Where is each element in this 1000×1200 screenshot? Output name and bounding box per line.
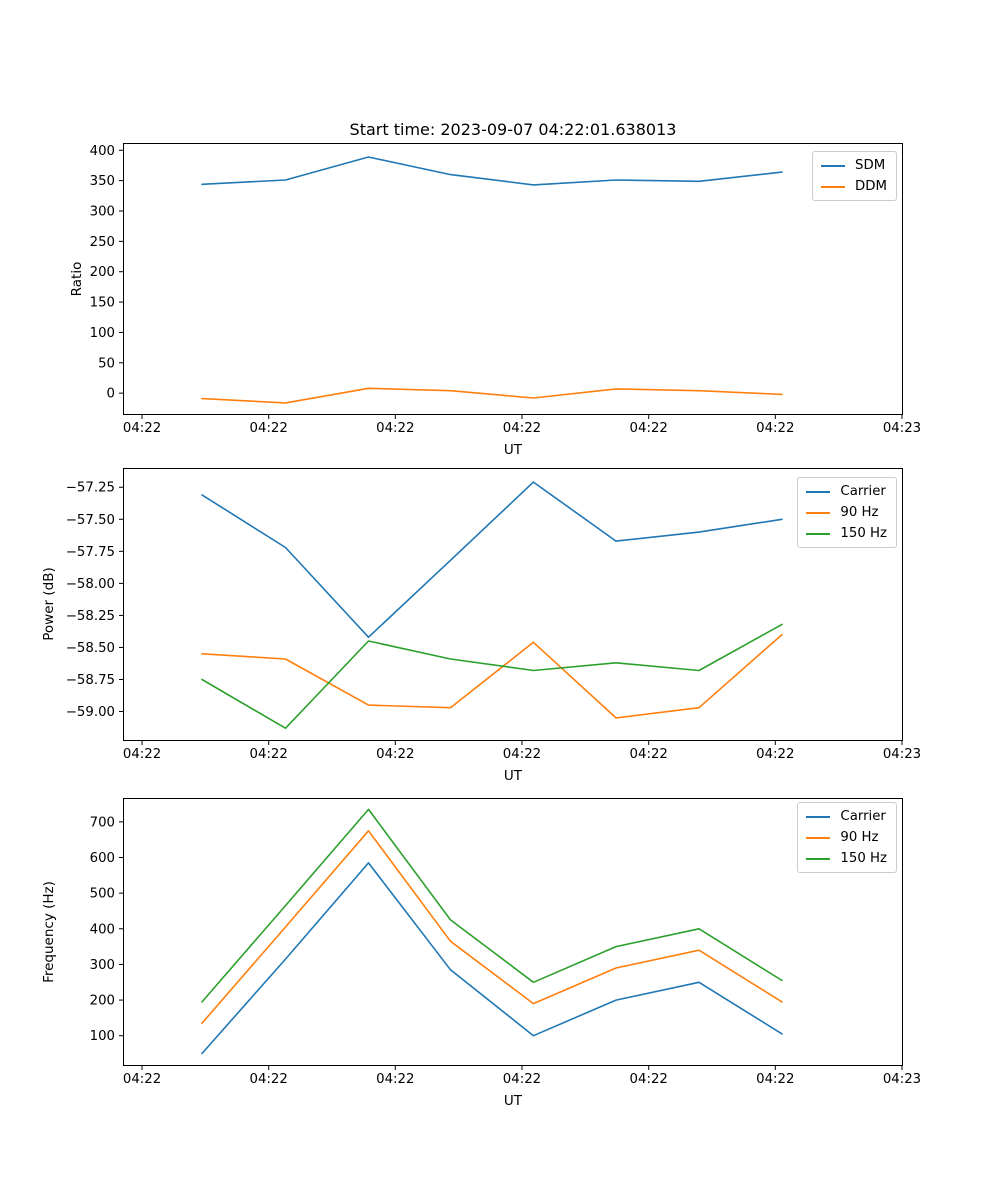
- x-tick-label: 04:22: [123, 747, 161, 762]
- y-tick-label: −58.50: [66, 641, 115, 656]
- power-x-axis-label: UT: [503, 768, 523, 784]
- ddm-legend-line: [821, 185, 846, 188]
- x-tick-label: 04:22: [630, 747, 668, 762]
- x-tick-label: 04:23: [883, 421, 921, 436]
- 90hz-line: [201, 829, 783, 1024]
- ratio-x-axis-label: UT: [503, 442, 523, 458]
- x-tick-label: 04:22: [123, 1072, 161, 1087]
- y-tick-label: −58.25: [66, 609, 115, 624]
- ddm-line: [201, 387, 783, 404]
- legend-item: Carrier: [806, 806, 887, 827]
- x-tick-label: 04:22: [250, 1072, 288, 1087]
- ratio-y-axis-label: Ratio: [69, 261, 85, 297]
- y-tick-label: −58.00: [66, 577, 115, 592]
- legend-item-label: 90 Hz: [840, 505, 879, 520]
- 150hz-legend-line: [806, 857, 831, 860]
- x-tick-label: 04:22: [250, 747, 288, 762]
- x-tick-label: 04:22: [376, 1072, 414, 1087]
- x-tick-label: 04:22: [756, 747, 794, 762]
- x-tick-label: 04:22: [503, 747, 541, 762]
- legend-item-label: DDM: [855, 179, 887, 194]
- legend-item: Carrier: [806, 481, 887, 502]
- frequency-plot-area: 04:22 04:22 04:22 04:22 04:22 04:22 04:23 100 20…: [90, 798, 921, 1087]
- y-tick-label: 300: [90, 205, 115, 220]
- 150hz-line: [201, 808, 783, 1003]
- sdm-line: [201, 156, 783, 186]
- y-tick-label: 200: [90, 994, 115, 1009]
- power-legend: Carrier 90 Hz 150 Hz: [797, 477, 897, 548]
- y-tick-label: 250: [90, 235, 115, 250]
- x-tick-label: 04:22: [376, 421, 414, 436]
- x-tick-label: 04:22: [630, 421, 668, 436]
- y-tick-label: 50: [98, 356, 115, 371]
- y-tick-label: 350: [90, 174, 115, 189]
- x-tick-label: 04:22: [630, 1072, 668, 1087]
- legend-item-label: SDM: [855, 158, 886, 173]
- y-tick-label: −58.75: [66, 673, 115, 688]
- x-tick-label: 04:22: [376, 747, 414, 762]
- y-tick-label: 100: [90, 326, 115, 341]
- frequency-y-axis-label: Frequency (Hz): [41, 881, 57, 983]
- axes-spines: [123, 468, 903, 741]
- power-y-axis-label: Power (dB): [41, 567, 57, 641]
- frequency-legend: Carrier 90 Hz 150 Hz: [797, 802, 897, 873]
- x-tick-label: 04:23: [883, 747, 921, 762]
- legend-item-label: 150 Hz: [840, 526, 887, 541]
- carrier-legend-line: [806, 490, 831, 493]
- 90hz-legend-line: [806, 836, 831, 839]
- legend-item: 90 Hz: [806, 502, 887, 523]
- legend-item: SDM: [821, 155, 887, 176]
- frequency-x-axis-label: UT: [503, 1093, 523, 1109]
- power-plot-area: 04:22 04:22 04:22 04:22 04:22 04:22 04:23 −57.2…: [66, 468, 921, 762]
- carrier-legend-line: [806, 815, 831, 818]
- axes-spines: [123, 143, 903, 415]
- figure-title: Start time: 2023-09-07 04:22:01.638013: [349, 120, 677, 139]
- y-tick-label: 150: [90, 296, 115, 311]
- ratio-plot-area: 04:22 04:22 04:22 04:22 04:22 04:22 04:23 0 50 10…: [90, 143, 921, 436]
- legend-item-label: 150 Hz: [840, 851, 887, 866]
- 90hz-legend-line: [806, 511, 831, 514]
- y-tick-label: 200: [90, 265, 115, 280]
- y-tick-label: 500: [90, 887, 115, 902]
- legend-item-label: Carrier: [840, 484, 886, 499]
- sdm-legend-line: [821, 164, 846, 167]
- y-tick-label: 100: [90, 1029, 115, 1044]
- y-tick-label: 0: [107, 387, 115, 402]
- y-tick-label: −57.50: [66, 513, 115, 528]
- y-tick-label: 300: [90, 958, 115, 973]
- ratio-legend: SDM DDM: [812, 151, 897, 201]
- y-tick-label: 600: [90, 851, 115, 866]
- y-tick-label: −57.75: [66, 545, 115, 560]
- legend-item-label: Carrier: [840, 809, 886, 824]
- x-tick-label: 04:22: [756, 1072, 794, 1087]
- y-tick-label: 400: [90, 922, 115, 937]
- legend-item: 150 Hz: [806, 523, 887, 544]
- legend-item-label: 90 Hz: [840, 830, 879, 845]
- x-tick-label: 04:22: [503, 421, 541, 436]
- y-tick-label: 700: [90, 815, 115, 830]
- legend-item: 90 Hz: [806, 827, 887, 848]
- y-tick-label: −57.25: [66, 481, 115, 496]
- 150hz-line: [201, 623, 783, 730]
- legend-item: 150 Hz: [806, 848, 887, 869]
- x-tick-label: 04:23: [883, 1072, 921, 1087]
- x-tick-label: 04:22: [756, 421, 794, 436]
- 150hz-legend-line: [806, 532, 831, 535]
- x-tick-label: 04:22: [250, 421, 288, 436]
- x-tick-label: 04:22: [123, 421, 161, 436]
- legend-item: DDM: [821, 176, 887, 197]
- y-tick-label: −59.00: [66, 705, 115, 720]
- axes-spines: [123, 798, 903, 1066]
- carrier-line: [201, 481, 783, 638]
- 90hz-line: [201, 633, 783, 719]
- carrier-line: [201, 862, 783, 1055]
- x-tick-label: 04:22: [503, 1072, 541, 1087]
- y-tick-label: 400: [90, 144, 115, 159]
